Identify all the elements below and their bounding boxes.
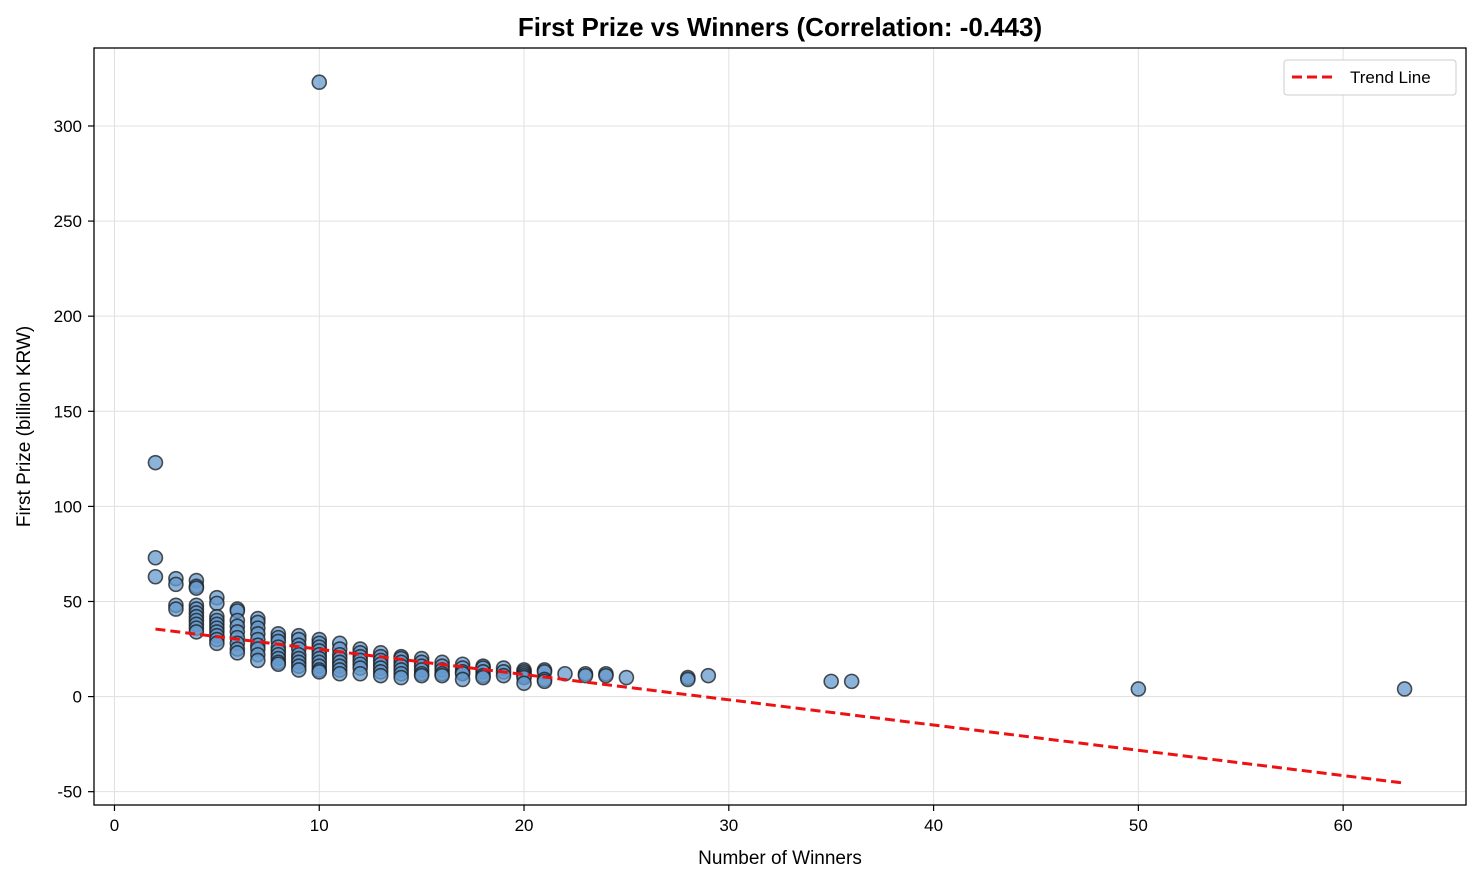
chart-title: First Prize vs Winners (Correlation: -0.… bbox=[518, 12, 1042, 42]
scatter-point bbox=[147, 568, 164, 585]
y-tick-label: 0 bbox=[73, 688, 82, 707]
x-tick-label: 30 bbox=[719, 816, 738, 835]
scatter-point bbox=[372, 667, 389, 684]
legend-box bbox=[1283, 59, 1457, 96]
scatter-point bbox=[147, 454, 164, 471]
x-axis-ticks: 0 10 20 30 40 50 60 bbox=[110, 805, 1353, 835]
scatter-point bbox=[700, 667, 717, 684]
scatter-point bbox=[229, 645, 246, 661]
y-tick-label: -50 bbox=[57, 783, 82, 802]
scatter-point bbox=[311, 664, 328, 680]
scatter-point bbox=[618, 669, 635, 686]
legend-entry-trend-line: Trend Line bbox=[1350, 68, 1431, 87]
x-tick-label: 40 bbox=[924, 816, 943, 835]
scatter-point bbox=[290, 662, 307, 678]
scatter-point bbox=[434, 667, 450, 684]
scatter-point bbox=[168, 601, 184, 617]
scatter-point bbox=[577, 667, 594, 684]
scatter-point bbox=[188, 624, 205, 640]
scatter-point bbox=[823, 673, 839, 690]
scatter-point bbox=[270, 656, 287, 673]
x-tick-label: 0 bbox=[110, 816, 119, 835]
scatter-point bbox=[598, 667, 614, 684]
plot-frame bbox=[93, 47, 1467, 806]
scatter-point bbox=[311, 74, 328, 91]
y-tick-label: 100 bbox=[54, 497, 82, 516]
y-tick-label: 150 bbox=[54, 402, 82, 421]
legend: Trend Line bbox=[1283, 59, 1457, 96]
x-tick-label: 60 bbox=[1334, 816, 1353, 835]
scatter-point bbox=[331, 665, 348, 682]
scatter-point bbox=[1396, 681, 1413, 697]
scatter-point bbox=[393, 669, 409, 686]
scatter-point bbox=[516, 675, 532, 692]
scatter-point bbox=[475, 669, 491, 686]
grid-lines bbox=[94, 48, 1466, 805]
x-tick-label: 10 bbox=[310, 816, 329, 835]
scatter-point bbox=[1130, 681, 1147, 697]
scatter-point bbox=[168, 576, 184, 593]
scatter-point bbox=[680, 671, 696, 688]
y-axis-label: First Prize (billion KRW) bbox=[14, 326, 35, 527]
x-axis-label: Number of Winners bbox=[698, 848, 862, 869]
scatter-points bbox=[147, 74, 1413, 697]
scatter-point bbox=[250, 652, 266, 669]
y-tick-label: 50 bbox=[63, 592, 82, 611]
scatter-point bbox=[352, 665, 369, 682]
x-tick-label: 20 bbox=[515, 816, 534, 835]
scatter-point bbox=[413, 667, 430, 684]
scatter-point bbox=[454, 671, 471, 688]
y-tick-label: 250 bbox=[54, 212, 82, 231]
scatter-point bbox=[188, 580, 205, 596]
scatter-point bbox=[147, 549, 164, 566]
scatter-point bbox=[209, 595, 225, 612]
x-tick-label: 50 bbox=[1129, 816, 1148, 835]
scatter-point bbox=[843, 673, 860, 690]
y-tick-label: 300 bbox=[54, 117, 82, 136]
y-axis-ticks: -50 0 50 100 150 200 250 300 bbox=[54, 117, 94, 802]
y-tick-label: 200 bbox=[54, 307, 82, 326]
